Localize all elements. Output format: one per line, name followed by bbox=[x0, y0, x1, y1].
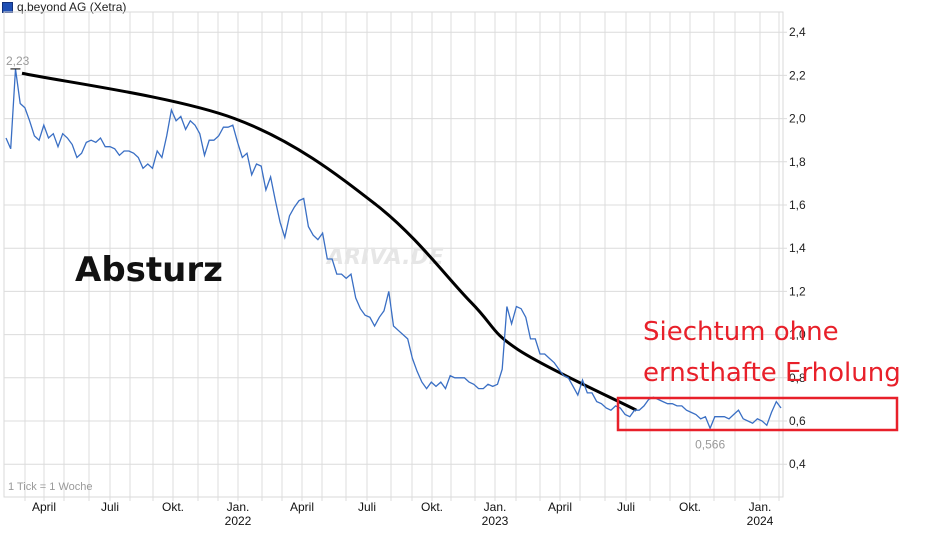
x-tick-label: Juli bbox=[617, 500, 635, 514]
trend-curve bbox=[21, 71, 637, 412]
max-label: 2,23 bbox=[6, 54, 30, 68]
y-tick-label: 0,4 bbox=[789, 457, 806, 471]
annotation-absturz: Absturz bbox=[75, 250, 223, 290]
y-tick-label: 1,0 bbox=[789, 328, 806, 342]
x-tick-label: Okt. bbox=[679, 500, 701, 514]
y-tick-label: 2,2 bbox=[789, 68, 806, 82]
min-label: 0,566 bbox=[695, 437, 725, 451]
x-tick-label: Jan. bbox=[227, 500, 250, 514]
x-tick-label: Juli bbox=[101, 500, 119, 514]
y-tick-label: 1,6 bbox=[789, 198, 806, 212]
highlight-box bbox=[616, 396, 899, 432]
y-tick-label: 2,0 bbox=[789, 112, 806, 126]
x-tick-label: Jan. bbox=[484, 500, 507, 514]
watermark: ARIVA.DE bbox=[325, 245, 444, 270]
annotation-siechtum-line1: Siechtum ohne bbox=[643, 317, 839, 347]
legend-label: q.beyond AG (Xetra) bbox=[17, 0, 127, 14]
y-tick-label: 0,8 bbox=[789, 371, 806, 385]
x-tick-label: Juli bbox=[358, 500, 376, 514]
y-axis: 2,4 2,2 2,0 1,8 1,6 1,4 1,2 1,0 0,8 0,6 0,4 bbox=[789, 25, 806, 471]
x-tick-label: Okt. bbox=[421, 500, 443, 514]
annotation-siechtum-line2: ernsthafte Erholung bbox=[643, 358, 901, 388]
x-tick-label: Jan. bbox=[749, 500, 772, 514]
y-tick-label: 1,4 bbox=[789, 241, 806, 255]
x-tick-label: Okt. bbox=[162, 500, 184, 514]
x-tick-year: 2022 bbox=[225, 514, 252, 528]
x-tick-label: April bbox=[290, 500, 314, 514]
y-tick-label: 0,6 bbox=[789, 414, 806, 428]
x-tick-label: April bbox=[32, 500, 56, 514]
x-tick-year: 2024 bbox=[747, 514, 774, 528]
y-tick-label: 2,4 bbox=[789, 25, 806, 39]
y-tick-label: 1,2 bbox=[789, 284, 806, 298]
chart-grid bbox=[3, 11, 787, 501]
y-tick-label: 1,8 bbox=[789, 155, 806, 169]
annotation-siechtum: Siechtum ohne ernsthafte Erholung bbox=[643, 312, 901, 394]
x-tick-label: April bbox=[548, 500, 572, 514]
tick-note: 1 Tick = 1 Woche bbox=[8, 481, 93, 493]
x-tick-year: 2023 bbox=[482, 514, 509, 528]
